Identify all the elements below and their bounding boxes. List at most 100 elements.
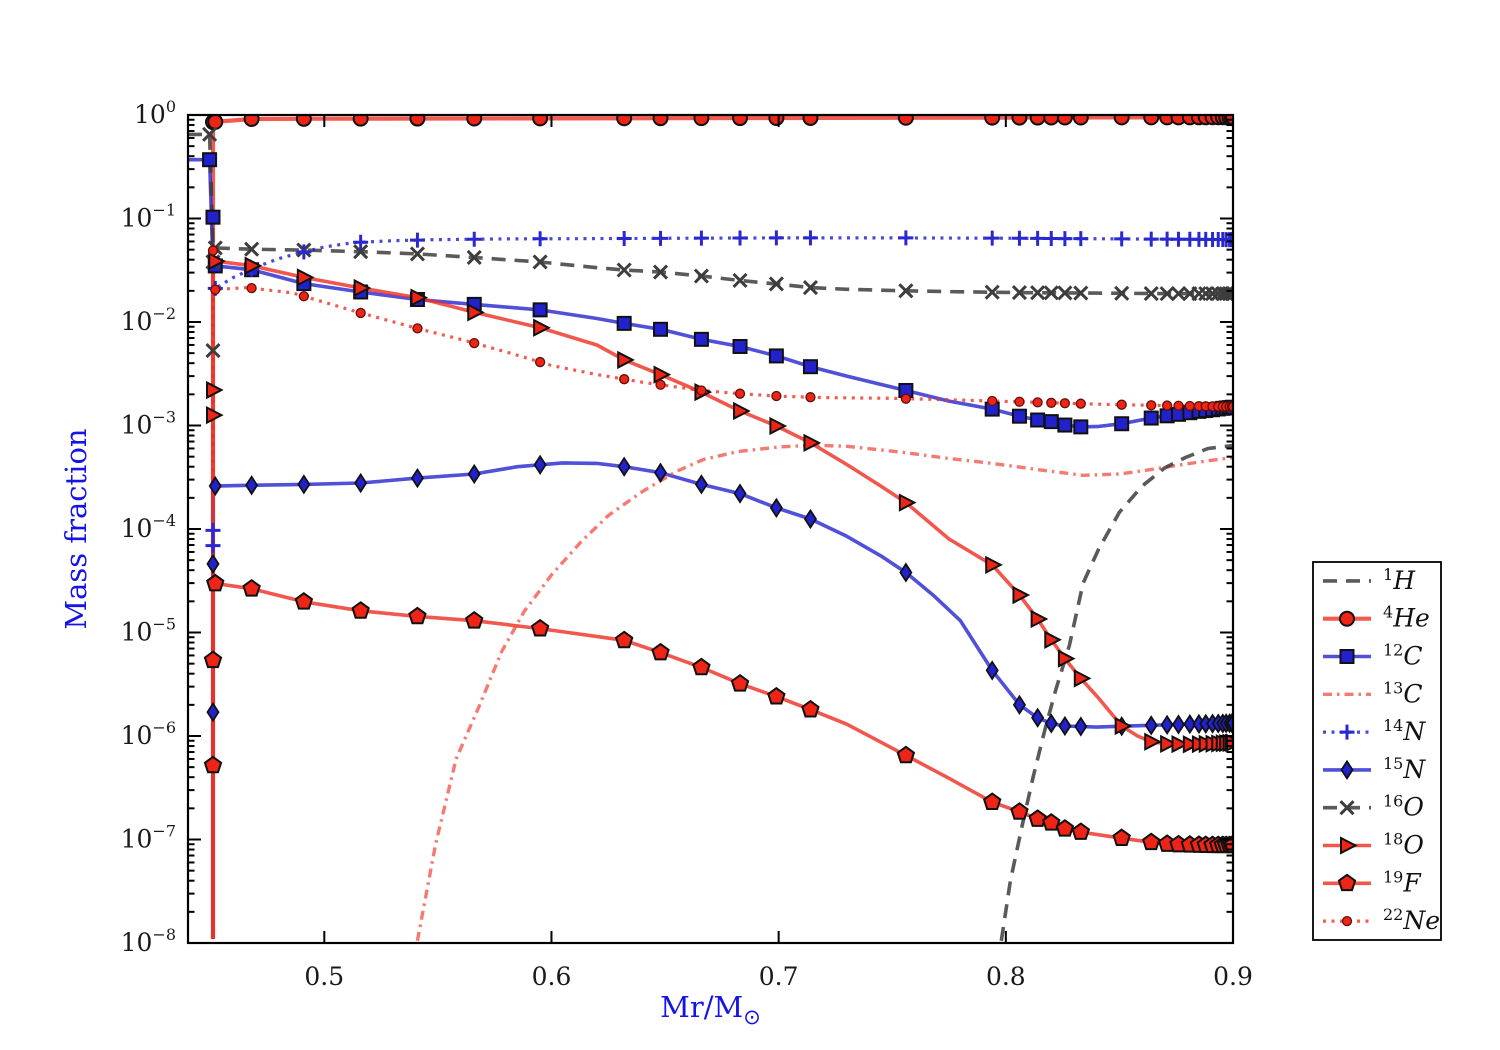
15N-marker (733, 483, 747, 504)
legend-label-22Ne: 22Ne (1383, 905, 1440, 935)
4He-marker (409, 114, 426, 127)
18O-marker (244, 256, 263, 275)
4He-marker (207, 114, 224, 130)
18O-marker (410, 288, 429, 307)
4He-marker (802, 114, 819, 126)
22Ne-marker (900, 393, 912, 404)
15N-marker (533, 454, 547, 475)
4He-marker (1072, 114, 1089, 126)
16O-marker (1073, 285, 1089, 301)
4He-marker (243, 114, 260, 127)
14N-marker (205, 538, 221, 554)
12C-marker (1143, 410, 1159, 426)
4He-marker (1011, 114, 1028, 126)
12C-marker (532, 302, 548, 318)
legend-item-15N: 15N (1323, 754, 1426, 784)
y-axis-label: Mass fraction (59, 428, 93, 629)
15N-marker (354, 472, 368, 494)
15N-marker (803, 508, 818, 530)
14N-marker (466, 231, 482, 247)
22Ne-marker (210, 284, 221, 295)
15N-marker (617, 456, 631, 477)
legend: 1H 4He 12C 13C 14N 15N 16O 18O 19F 22Ne (1312, 561, 1442, 941)
22Ne-marker (1173, 400, 1184, 411)
4He-marker (532, 114, 549, 127)
19F-marker (203, 650, 223, 669)
series-12C-line (188, 157, 1234, 429)
18O-marker (533, 318, 551, 337)
16O-marker (616, 262, 632, 278)
22Ne-marker (655, 379, 666, 390)
22Ne-marker (1116, 399, 1127, 410)
15N-marker (1012, 694, 1027, 716)
19F-marker (1112, 828, 1131, 847)
16O-marker (1339, 800, 1355, 816)
19F-marker (242, 578, 261, 597)
x-tick-label: 0.9 (1213, 962, 1253, 991)
12C-marker (1057, 417, 1073, 433)
14N-marker (616, 230, 632, 246)
12C-marker (1011, 408, 1027, 424)
4He-marker (352, 114, 369, 127)
14N-marker (1143, 231, 1159, 247)
19F-marker (1337, 873, 1357, 892)
y-tick-label: 10−2 (121, 304, 176, 336)
15N-marker (1160, 714, 1174, 735)
19F-marker (206, 573, 225, 592)
18O-marker (1030, 609, 1049, 629)
15N-marker (297, 474, 311, 495)
16O-marker (1057, 285, 1073, 301)
18O-marker (1340, 836, 1358, 855)
14N-marker (296, 244, 312, 260)
15N-marker (1340, 759, 1354, 781)
legend-item-1H: 1H (1323, 565, 1416, 595)
15N-marker (245, 475, 259, 496)
19F-marker (1010, 802, 1029, 820)
legend-label-19F: 19F (1383, 867, 1422, 897)
15N-marker (208, 475, 222, 497)
14N-marker (532, 231, 548, 247)
15N-marker (769, 497, 783, 519)
22Ne-marker (1075, 398, 1086, 409)
16O-marker (898, 283, 914, 299)
15N-marker (1031, 707, 1045, 728)
16O-marker (202, 126, 218, 142)
19F-marker (408, 606, 427, 625)
legend-label-16O: 16O (1383, 792, 1424, 822)
y-tick-label: 10−1 (121, 201, 176, 233)
4He-marker (616, 114, 633, 127)
18O-marker (1182, 735, 1201, 754)
19F-marker (351, 601, 370, 619)
15N-marker (206, 701, 220, 723)
18O-marker (1057, 649, 1076, 668)
22Ne-marker (1184, 400, 1195, 412)
4He-marker (466, 114, 483, 127)
14N-marker (1339, 724, 1355, 740)
18O-marker (205, 380, 224, 400)
4He-marker (1056, 114, 1073, 126)
legend-item-16O: 16O (1323, 792, 1424, 822)
tick-labels: 0.5 0.6 0.7 0.8 0.9 100 10−1 10−2 10−3 10−4 10−5 10… (121, 97, 1253, 991)
14N-marker (1057, 231, 1073, 247)
16O-marker (1143, 285, 1159, 302)
22Ne-marker (207, 245, 219, 256)
18O-marker (733, 401, 751, 421)
legend-label-12C: 12C (1383, 641, 1423, 671)
18O-marker (1114, 716, 1133, 736)
14N-marker (693, 230, 709, 246)
15N-marker (467, 463, 481, 485)
19F-marker (982, 792, 1002, 810)
4He-marker (768, 114, 785, 126)
16O-marker (732, 272, 748, 289)
4He-marker (295, 114, 312, 127)
18O-marker (898, 493, 917, 512)
12C-marker (802, 359, 818, 375)
4He-marker (1143, 114, 1160, 126)
18O-marker (467, 303, 485, 322)
legend-item-18O: 18O (1323, 830, 1424, 860)
16O-marker (1043, 285, 1059, 301)
22Ne-marker (1161, 400, 1173, 411)
